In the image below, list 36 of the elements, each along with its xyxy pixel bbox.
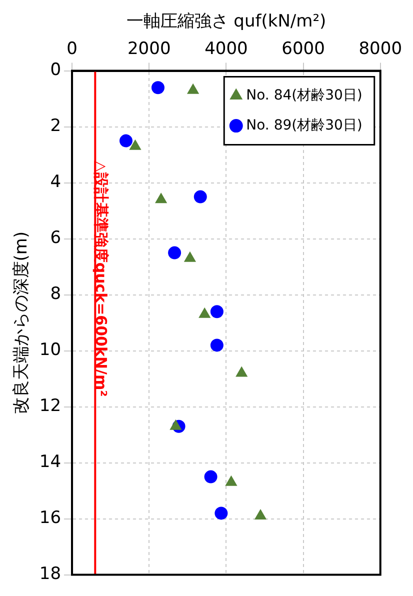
y-tick-label: 12 <box>39 396 62 416</box>
legend-label: No. 89(材齢30日) <box>246 117 362 134</box>
point <box>155 193 167 204</box>
y-tick-label: 18 <box>39 564 62 584</box>
point <box>214 506 228 520</box>
x-tick-label: 6000 <box>282 39 325 60</box>
y-tick-label: 0 <box>50 60 62 80</box>
point <box>194 190 207 204</box>
point <box>198 308 210 318</box>
x-tick-label: 2000 <box>127 39 171 60</box>
x-axis-title: 一軸圧縮強さ quf(kN/m²) <box>126 12 326 32</box>
y-tick-label: 14 <box>39 452 62 472</box>
point <box>119 134 132 148</box>
legend-label: No. 84(材齢30日) <box>246 87 362 104</box>
point <box>187 84 199 94</box>
y-tick-label: 4 <box>50 172 62 192</box>
point <box>184 252 196 262</box>
point <box>151 81 164 94</box>
point <box>170 420 182 430</box>
y-tick-label: 10 <box>39 340 62 360</box>
x-tick-label: 0 <box>66 39 78 60</box>
y-tick-label: 8 <box>50 284 62 304</box>
point <box>204 470 218 484</box>
x-tick-label: 8000 <box>358 39 402 60</box>
point <box>210 305 224 318</box>
x-tick-label: 4000 <box>204 39 248 60</box>
point <box>168 246 182 260</box>
point <box>254 510 266 520</box>
point <box>226 476 237 486</box>
point <box>130 140 141 150</box>
point <box>236 366 248 377</box>
y-tick-label: 2 <box>50 116 62 136</box>
y-axis-title: 改良天端からの深度(m) <box>12 231 32 414</box>
y-tick-label: 16 <box>39 508 62 528</box>
y-tick-label: 6 <box>50 228 62 248</box>
point <box>210 338 224 352</box>
